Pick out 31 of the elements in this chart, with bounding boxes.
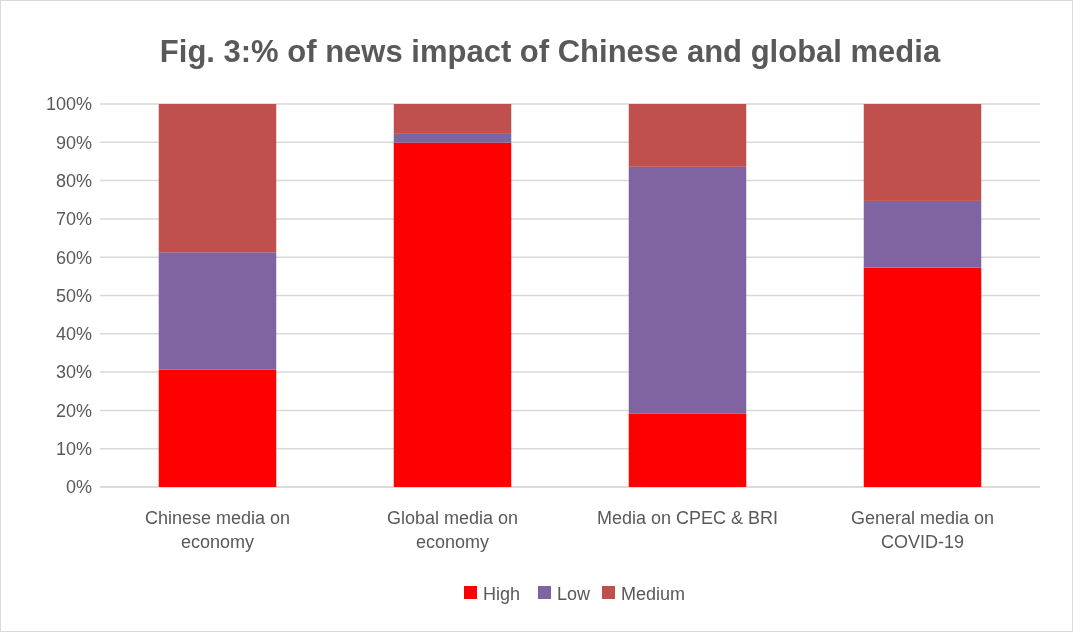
legend-label: Low	[557, 584, 592, 604]
bar	[628, 104, 747, 167]
chart-title: Fig. 3:% of news impact of Chinese and global media	[159, 34, 941, 69]
y-tick-label: 30%	[55, 362, 92, 383]
bar	[158, 252, 277, 370]
bar	[158, 104, 277, 253]
legend-label: Medium	[621, 584, 686, 604]
y-tick-label: 40%	[55, 324, 92, 345]
y-tick-label: 70%	[55, 209, 92, 230]
y-tick-label: 60%	[55, 247, 92, 268]
x-tick-label: Chinese media on economy	[144, 508, 291, 552]
bar	[863, 267, 982, 487]
y-tick-label: 20%	[55, 400, 92, 421]
x-tick-label: Global media on economy	[386, 508, 519, 552]
x-tick-label: Media on CPEC & BRI	[596, 508, 779, 528]
y-tick-label: 0%	[65, 477, 92, 498]
y-tick-label: 80%	[55, 170, 92, 191]
bar	[393, 104, 512, 134]
bar	[863, 104, 982, 201]
bar	[863, 200, 982, 268]
bar	[158, 369, 277, 487]
x-tick-label: General media on COVID-19	[850, 508, 995, 552]
y-tick-label: 90%	[55, 132, 92, 153]
bar	[393, 133, 512, 143]
y-tick-label: 10%	[55, 439, 92, 459]
legend-label: High	[483, 584, 521, 604]
bar	[628, 166, 747, 414]
y-tick-label: 50%	[55, 285, 92, 306]
bar	[628, 413, 747, 487]
bar	[393, 142, 512, 487]
y-tick-label: 100%	[45, 94, 92, 115]
